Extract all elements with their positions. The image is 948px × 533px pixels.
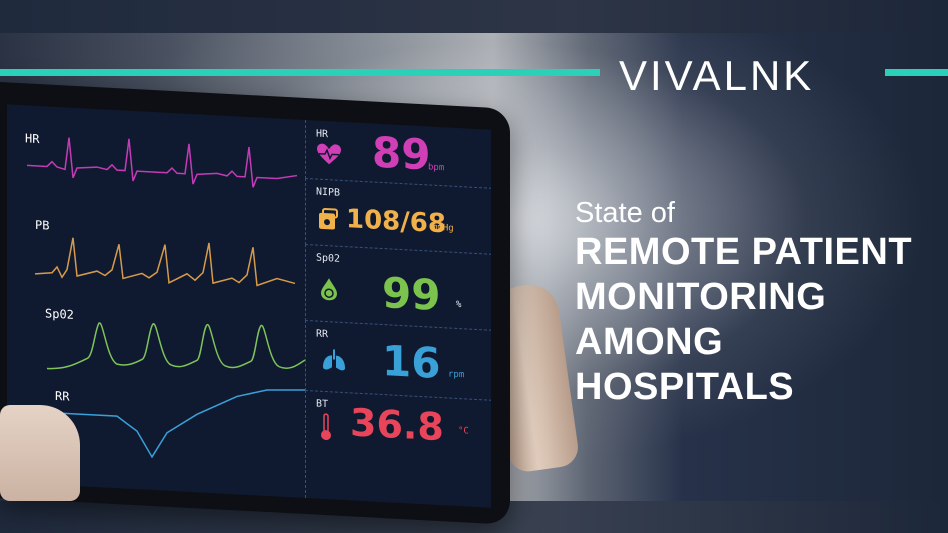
headline-line-1: REMOTE PATIENT (575, 231, 913, 273)
wave-label-hr: HR (25, 131, 40, 147)
vital-panel-rr: RR 16 rpm (305, 319, 491, 401)
vital-value-spo2: 99 (382, 268, 441, 321)
vital-value-rr: 16 (382, 336, 441, 389)
headline-line-3: AMONG (575, 321, 724, 363)
vital-unit-nipb: mmHg (432, 222, 454, 234)
wave-label-pb: PB (35, 217, 50, 233)
vital-panel-bt: BT 36.8 °C (305, 389, 491, 508)
top-band (0, 0, 948, 33)
vital-unit-spo2: % (456, 299, 462, 311)
wave-label-rr: RR (55, 388, 70, 404)
headline-line-4: HOSPITALS (575, 366, 795, 408)
vital-unit-bt: °C (458, 426, 469, 437)
vital-label-rr: RR (316, 328, 329, 341)
wave-label-spo2: Sp02 (45, 306, 74, 322)
vital-label-bt: BT (316, 398, 329, 411)
vital-panel-nipb: NIPB 108/68 mmHg (305, 177, 491, 255)
blood-pressure-icon (319, 208, 338, 230)
oxygen-drop-icon (321, 278, 337, 301)
vital-value-nipb: 108/68 (346, 204, 446, 240)
left-hand (0, 405, 80, 501)
vital-label-spo2: Sp02 (316, 252, 341, 265)
spo2-waveform (46, 322, 305, 370)
vital-label-nipb: NIPB (316, 186, 341, 199)
monitor-screen: HR PB Sp02 RR HR 89 bpm NIPB (7, 104, 491, 508)
vital-value-hr: 89 (372, 127, 431, 180)
pb-waveform (34, 237, 296, 287)
vital-panel-hr: HR 89 bpm (305, 119, 491, 189)
thermometer-icon (321, 413, 331, 441)
accent-line-right (885, 69, 948, 76)
rr-waveform (57, 389, 305, 459)
headline-line-2: MONITORING (575, 276, 827, 318)
vital-label-hr: HR (316, 128, 329, 141)
vital-panel-spo2: Sp02 99 % (305, 243, 491, 331)
vital-value-bt: 36.8 (350, 400, 444, 450)
hr-waveform (27, 137, 298, 188)
lungs-icon (323, 349, 345, 371)
brand-logo: VIVALNK (619, 52, 815, 99)
headline-intro: State of (575, 197, 675, 229)
headline: State of REMOTE PATIENT MONITORING AMONG… (575, 196, 912, 410)
accent-line-left (0, 69, 600, 76)
vital-unit-hr: bpm (428, 162, 445, 174)
heart-icon (317, 143, 341, 165)
tablet-device: HR PB Sp02 RR HR 89 bpm NIPB (0, 82, 510, 525)
waveform-area (27, 137, 305, 459)
vital-unit-rr: rpm (448, 369, 465, 381)
